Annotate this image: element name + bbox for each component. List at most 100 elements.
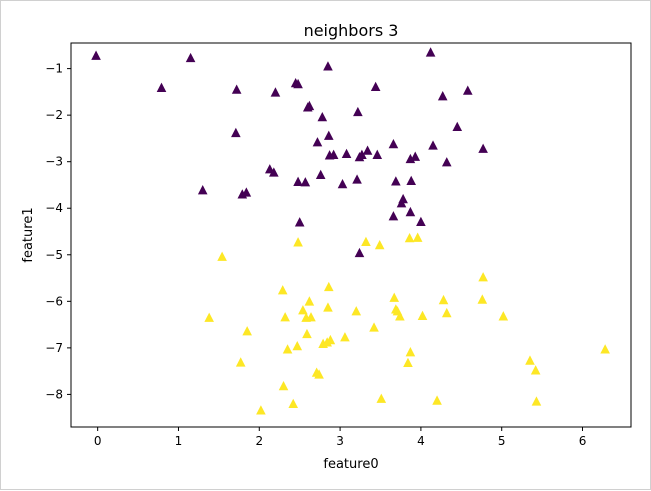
data-point-class1-12 <box>298 305 308 315</box>
data-point-class0-1 <box>156 82 167 92</box>
x-axis-label: feature0 <box>323 457 378 472</box>
data-point-class0-29 <box>354 247 365 258</box>
data-point-class0-25 <box>337 178 348 189</box>
data-point-class0-2 <box>185 52 196 63</box>
data-point-class1-29 <box>376 393 387 403</box>
x-tick-label: 0 <box>94 434 102 448</box>
chart-title: neighbors 3 <box>304 21 399 40</box>
y-tick-label: −1 <box>45 62 63 76</box>
data-point-class0-24 <box>328 149 339 159</box>
data-point-class1-10 <box>292 340 303 351</box>
data-point-class1-40 <box>438 294 449 305</box>
data-point-class1-24 <box>340 332 350 342</box>
data-point-class1-7 <box>280 312 290 322</box>
data-point-class0-35 <box>388 138 399 149</box>
data-point-class1-41 <box>441 307 452 318</box>
data-point-class0-42 <box>406 175 417 186</box>
data-point-class1-5 <box>277 285 288 295</box>
data-point-class1-9 <box>288 398 299 408</box>
data-point-class1-1 <box>217 251 227 261</box>
data-point-class0-43 <box>410 151 421 161</box>
data-point-class0-20 <box>317 111 328 122</box>
data-point-class0-44 <box>416 216 426 226</box>
x-tick-label: 6 <box>579 434 587 448</box>
data-point-class1-38 <box>417 310 428 321</box>
data-point-class1-4 <box>256 405 266 415</box>
y-axis-ticks: −1 −2 −3 −4 −5 −6 −7 −8 <box>45 62 71 401</box>
data-point-class0-45 <box>425 47 436 57</box>
data-point-class1-21 <box>323 302 333 312</box>
data-point-class0-0 <box>91 50 101 60</box>
data-point-class0-49 <box>452 121 463 132</box>
data-point-class0-22 <box>323 130 334 140</box>
data-point-class0-37 <box>391 176 401 186</box>
data-point-class1-6 <box>278 381 289 391</box>
data-point-class0-3 <box>197 185 208 195</box>
data-point-class1-25 <box>351 306 362 316</box>
data-point-class0-5 <box>231 127 241 138</box>
data-point-class0-21 <box>323 61 333 71</box>
data-point-class1-42 <box>477 294 488 304</box>
y-tick-label: −8 <box>45 387 63 401</box>
y-tick-label: −3 <box>45 155 63 169</box>
data-point-class0-34 <box>372 149 383 159</box>
data-point-class0-15 <box>300 177 311 187</box>
data-point-class0-46 <box>428 140 438 150</box>
data-point-class1-33 <box>395 311 405 321</box>
data-point-class1-30 <box>389 292 400 302</box>
data-point-class0-28 <box>353 106 363 117</box>
data-point-class1-8 <box>282 344 293 354</box>
data-point-class0-33 <box>370 81 381 92</box>
data-point-class0-31 <box>357 149 367 159</box>
data-point-class0-13 <box>293 176 303 186</box>
data-point-class0-40 <box>405 153 416 164</box>
data-point-class1-27 <box>369 322 379 332</box>
data-point-class1-46 <box>530 365 541 375</box>
data-points <box>91 47 610 415</box>
data-point-class1-45 <box>525 355 535 365</box>
data-point-class0-9 <box>269 167 279 177</box>
data-point-class0-18 <box>312 137 323 147</box>
data-point-class0-4 <box>231 84 242 94</box>
data-point-class0-36 <box>388 211 399 221</box>
data-point-class0-14 <box>294 217 305 227</box>
x-tick-label: 4 <box>417 434 425 448</box>
data-point-class1-23 <box>325 334 336 345</box>
data-point-class0-12 <box>293 78 303 89</box>
data-point-class1-15 <box>304 296 315 306</box>
y-tick-label: −5 <box>45 248 63 262</box>
y-tick-label: −6 <box>45 294 63 308</box>
data-point-class1-16 <box>306 312 316 322</box>
data-point-class0-50 <box>462 85 473 95</box>
y-tick-label: −2 <box>45 108 63 122</box>
x-axis-ticks: 0 1 2 3 4 5 6 <box>94 427 586 448</box>
data-point-class1-47 <box>531 396 542 406</box>
y-tick-label: −7 <box>45 341 63 355</box>
data-point-class1-26 <box>361 236 371 247</box>
data-point-class0-19 <box>315 169 326 179</box>
data-point-class1-3 <box>242 326 252 336</box>
data-point-class1-43 <box>478 272 488 282</box>
data-point-class1-34 <box>403 357 413 368</box>
data-point-class0-26 <box>341 148 352 159</box>
data-point-class0-17 <box>304 100 315 111</box>
data-point-class0-47 <box>437 91 448 101</box>
data-point-class1-28 <box>374 239 385 250</box>
data-point-class0-48 <box>441 157 452 167</box>
data-point-class1-18 <box>314 369 324 379</box>
data-point-class1-0 <box>204 312 214 322</box>
data-point-class1-37 <box>412 232 423 242</box>
data-point-class0-41 <box>405 206 416 217</box>
data-point-class0-32 <box>362 145 373 155</box>
data-point-class0-27 <box>352 174 362 184</box>
data-point-class1-11 <box>293 237 303 247</box>
data-point-class1-44 <box>498 311 509 321</box>
x-tick-label: 2 <box>255 434 263 448</box>
plot-area-border <box>70 42 632 428</box>
y-axis-label: feature1 <box>21 207 36 262</box>
data-point-class0-51 <box>478 143 488 153</box>
data-point-class1-14 <box>302 328 312 339</box>
data-point-class0-39 <box>398 193 408 204</box>
